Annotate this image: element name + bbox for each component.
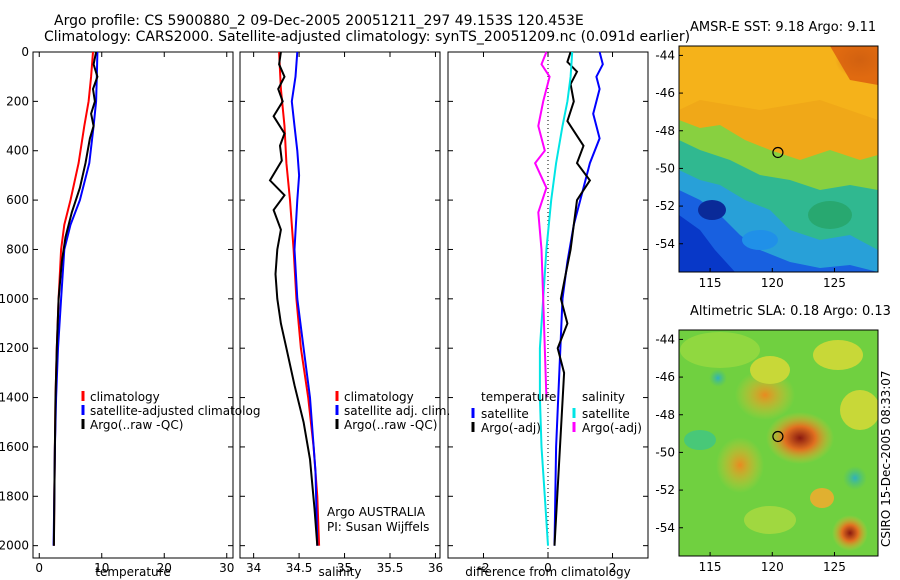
sst-map-lat-tick-label: -52 <box>655 199 675 213</box>
depth-tick-label: 1600 <box>0 440 29 454</box>
difference-x-tick-label: 2 <box>609 561 617 575</box>
series-line-satellite-adj-clim- <box>290 51 319 546</box>
legend-label: satellite-adjusted climatolog <box>90 404 260 418</box>
series-line-temperature-argo-adj- <box>553 51 592 546</box>
depth-tick-label: 800 <box>6 242 29 256</box>
salinity-x-tick-label: 35.5 <box>377 561 404 575</box>
depth-tick-label: 400 <box>6 144 29 158</box>
side-label: CSIRO 15-Dec-2005 08:33:07 <box>879 370 893 547</box>
sst-map-lat-tick-label: -46 <box>655 86 675 100</box>
sla-map-lat-tick-label: -46 <box>655 370 675 384</box>
sst-map-frame <box>678 45 879 273</box>
sla-map-lon-tick-label: 125 <box>823 560 846 574</box>
sla-map-lat-tick-label: -52 <box>655 483 675 497</box>
salinity-x-tick-label: 36 <box>428 561 443 575</box>
figure-title-line-2: Climatology: CARS2000. Satellite-adjuste… <box>44 29 691 45</box>
sst-map-lat-tick-label: -54 <box>655 237 675 251</box>
sla-map-argo-position-marker <box>772 430 784 443</box>
legend-label: Argo(-adj) <box>481 421 541 435</box>
sst-map-lon-tick-label: 125 <box>823 276 846 290</box>
legend-label: Argo(..raw -QC) <box>344 418 437 432</box>
depth-tick-label: 600 <box>6 193 29 207</box>
sst-map-lat-tick-label: -48 <box>655 124 675 138</box>
legend-label: climatology <box>344 390 414 404</box>
legend-heading-temperature: temperature <box>481 390 556 404</box>
depth-tick-label: 1800 <box>0 489 29 503</box>
series-line-climatology <box>52 51 94 546</box>
sst-map-title: AMSR-E SST: 9.18 Argo: 9.11 <box>690 20 877 35</box>
sst-map-argo-position-marker <box>772 146 784 159</box>
series-line-climatology <box>278 51 321 546</box>
series-line-satellite-adjusted-climatology <box>52 51 99 546</box>
sla-map-lat-tick-label: -44 <box>655 332 675 346</box>
depth-tick-label: 0 <box>21 45 29 59</box>
temperature-x-axis-label: temperature <box>95 565 170 579</box>
difference-x-tick-label: 0 <box>544 561 552 575</box>
sst-map-lat-tick-label: -44 <box>655 48 675 62</box>
series-line-salinity-argo-adj- <box>533 51 551 398</box>
series-line-argo-raw-qc- <box>268 51 319 546</box>
legend-label: Argo(..raw -QC) <box>90 418 183 432</box>
difference-x-axis-label: difference from climatology <box>465 565 631 579</box>
sla-map-lat-tick-label: -54 <box>655 521 675 535</box>
temperature-x-tick-label: 30 <box>219 561 234 575</box>
sst-map-lon-tick-label: 120 <box>761 276 784 290</box>
legend-label: satellite adj. clim. <box>344 404 450 418</box>
sla-map-lon-tick-label: 120 <box>761 560 784 574</box>
temperature-plot-frame <box>32 51 234 559</box>
series-line-argo-raw-qc- <box>52 51 99 546</box>
sla-map-image <box>679 330 878 556</box>
sla-map-lat-tick-label: -50 <box>655 445 675 459</box>
temperature-x-tick-label: 20 <box>157 561 172 575</box>
series-line-salinity-satellite <box>538 51 574 546</box>
depth-tick-label: 1000 <box>0 292 29 306</box>
legend-label: satellite <box>481 407 529 421</box>
depth-tick-label: 2000 <box>0 539 29 553</box>
sla-map-lat-tick-label: -48 <box>655 408 675 422</box>
temperature-x-tick-label: 10 <box>94 561 109 575</box>
salinity-plot-frame <box>239 51 441 559</box>
salinity-x-tick-label: 35 <box>337 561 352 575</box>
legend-label: Argo(-adj) <box>582 421 642 435</box>
salinity-x-tick-label: 34 <box>246 561 261 575</box>
figure-title-line-1: Argo profile: CS 5900880_2 09-Dec-2005 2… <box>54 13 584 29</box>
annotation-argo-australia: Argo AUSTRALIA <box>327 505 426 519</box>
sst-map-lon-tick-label: 115 <box>699 276 722 290</box>
difference-x-tick-label: -2 <box>477 561 489 575</box>
legend-heading-salinity: salinity <box>582 390 625 404</box>
sst-map-lat-tick-label: -50 <box>655 161 675 175</box>
salinity-x-tick-label: 34.5 <box>286 561 313 575</box>
legend-label: climatology <box>90 390 160 404</box>
depth-tick-label: 1400 <box>0 391 29 405</box>
sla-map-frame <box>678 329 879 557</box>
sst-map-image <box>679 46 878 272</box>
salinity-x-axis-label: salinity <box>318 565 361 579</box>
depth-tick-label: 200 <box>6 94 29 108</box>
depth-tick-label: 1200 <box>0 341 29 355</box>
legend-label: satellite <box>582 407 630 421</box>
sla-map-lon-tick-label: 115 <box>699 560 722 574</box>
sla-map-title: Altimetric SLA: 0.18 Argo: 0.13 <box>690 304 891 319</box>
annotation-pi: PI: Susan Wijffels <box>327 520 429 534</box>
temperature-x-tick-label: 0 <box>35 561 43 575</box>
